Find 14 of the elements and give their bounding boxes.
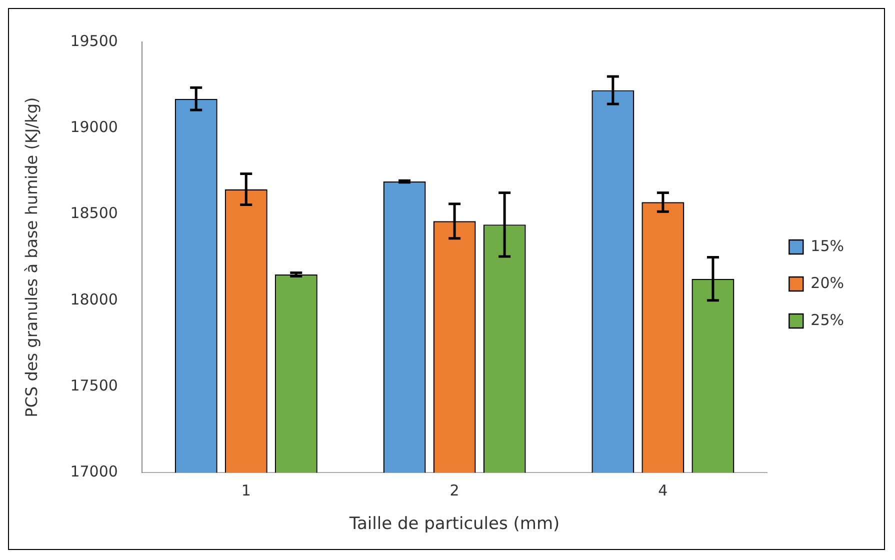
y-tick-label: 19000 <box>70 118 118 136</box>
y-tick-label: 18500 <box>70 204 118 222</box>
x-tick-label: 1 <box>241 481 251 500</box>
y-tick-label: 17000 <box>70 462 118 480</box>
y-tick-label: 17500 <box>70 376 118 394</box>
y-tick-label: 19500 <box>70 32 118 50</box>
y-axis-title: PCS des granules à base humide (KJ/kg) <box>22 97 41 418</box>
legend-label: 25% <box>810 310 844 329</box>
legend-label: 20% <box>810 274 844 292</box>
y-tick-label: 18000 <box>70 290 118 308</box>
legend-label: 15% <box>810 236 844 255</box>
x-tick-label: 4 <box>658 481 668 500</box>
x-tick-label: 2 <box>450 481 460 500</box>
x-axis-title: Taille de particules (mm) <box>348 514 560 534</box>
